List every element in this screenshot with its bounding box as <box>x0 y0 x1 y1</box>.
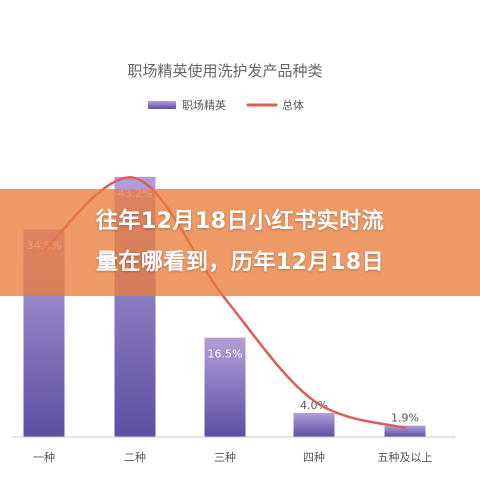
legend: 职场精英 总体 <box>148 98 304 112</box>
bar-value-label-5: 1.9% <box>391 412 419 425</box>
x-tick-label-1: 一种 <box>33 450 55 464</box>
x-tick-label-5: 五种及以上 <box>378 450 433 464</box>
x-tick-label-3: 三种 <box>214 450 236 464</box>
bar-5 <box>384 425 426 437</box>
bar-4 <box>293 412 335 437</box>
banner-line-2: 量在哪看到，历年12月18日 <box>95 250 385 275</box>
x-tick-label-2: 二种 <box>124 450 146 464</box>
legend-label-line: 总体 <box>282 98 304 112</box>
legend-label-bar: 职场精英 <box>182 98 226 112</box>
overlay-banner: 往年12月18日小红书实时流 量在哪看到，历年12月18日 <box>0 189 480 296</box>
x-tick-labels: 一种 二种 三种 四种 五种及以上 <box>33 450 433 464</box>
banner-line-1: 往年12月18日小红书实时流 <box>95 209 385 234</box>
chart-title: 职场精英使用洗护发产品种类 <box>127 62 322 80</box>
bar-value-label-3: 16.5% <box>208 348 243 361</box>
bar-value-label-4: 4.0% <box>300 399 328 412</box>
bar-3 <box>204 337 246 437</box>
x-tick-label-4: 四种 <box>303 450 325 464</box>
legend-swatch-bar <box>148 101 176 109</box>
